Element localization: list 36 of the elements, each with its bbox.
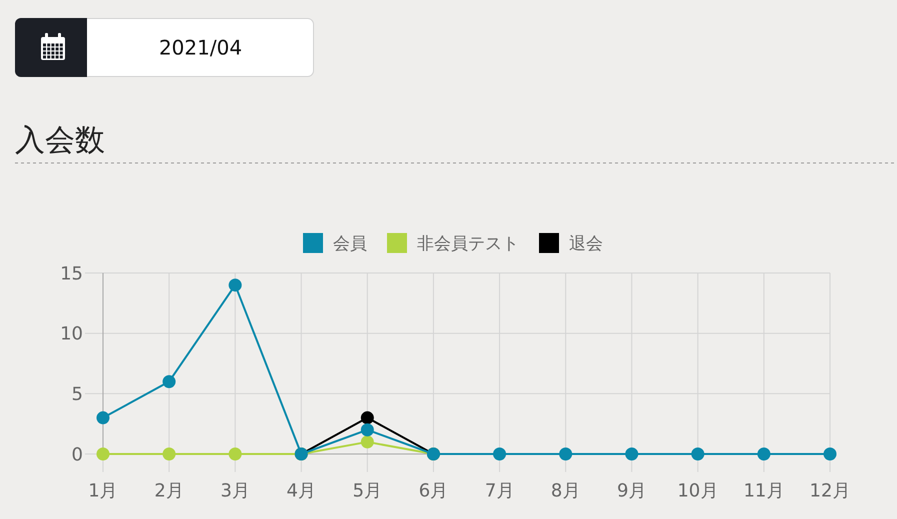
x-tick-label: 10月 <box>677 480 718 502</box>
y-tick-label: 0 <box>72 444 83 466</box>
x-tick-label: 11月 <box>743 480 784 502</box>
point <box>757 448 770 460</box>
point <box>228 278 242 292</box>
x-tick-label: 4月 <box>286 480 316 502</box>
x-tick-label: 9月 <box>617 480 646 502</box>
point <box>360 435 374 448</box>
x-tick-label: 7月 <box>484 480 514 502</box>
point <box>360 423 374 436</box>
point <box>96 411 110 424</box>
point <box>162 448 176 460</box>
point <box>96 448 110 460</box>
point <box>691 448 704 460</box>
y-tick-label: 15 <box>60 263 83 284</box>
legend-label: 退会 <box>569 234 603 254</box>
point <box>360 411 374 424</box>
y-tick-label: 10 <box>60 324 83 345</box>
point <box>559 448 572 460</box>
x-tick-label: 6月 <box>418 480 448 502</box>
x-tick-label: 5月 <box>352 480 382 502</box>
x-tick-label: 12月 <box>810 480 850 502</box>
chart-title: 入会数 <box>15 123 105 158</box>
legend-label: 非会員テスト <box>417 234 519 254</box>
x-tick-label: 8月 <box>550 480 580 502</box>
point <box>162 375 176 388</box>
point <box>625 448 638 460</box>
point <box>493 448 506 460</box>
legend-label: 会員 <box>333 234 367 254</box>
text: 2021/04 <box>158 36 242 60</box>
x-tick-label: 2月 <box>154 480 184 502</box>
x-tick-label: 3月 <box>220 480 250 502</box>
x-tick-label: 1月 <box>88 480 118 502</box>
point <box>228 448 242 460</box>
y-tick-label: 5 <box>72 384 83 405</box>
point <box>824 448 836 460</box>
